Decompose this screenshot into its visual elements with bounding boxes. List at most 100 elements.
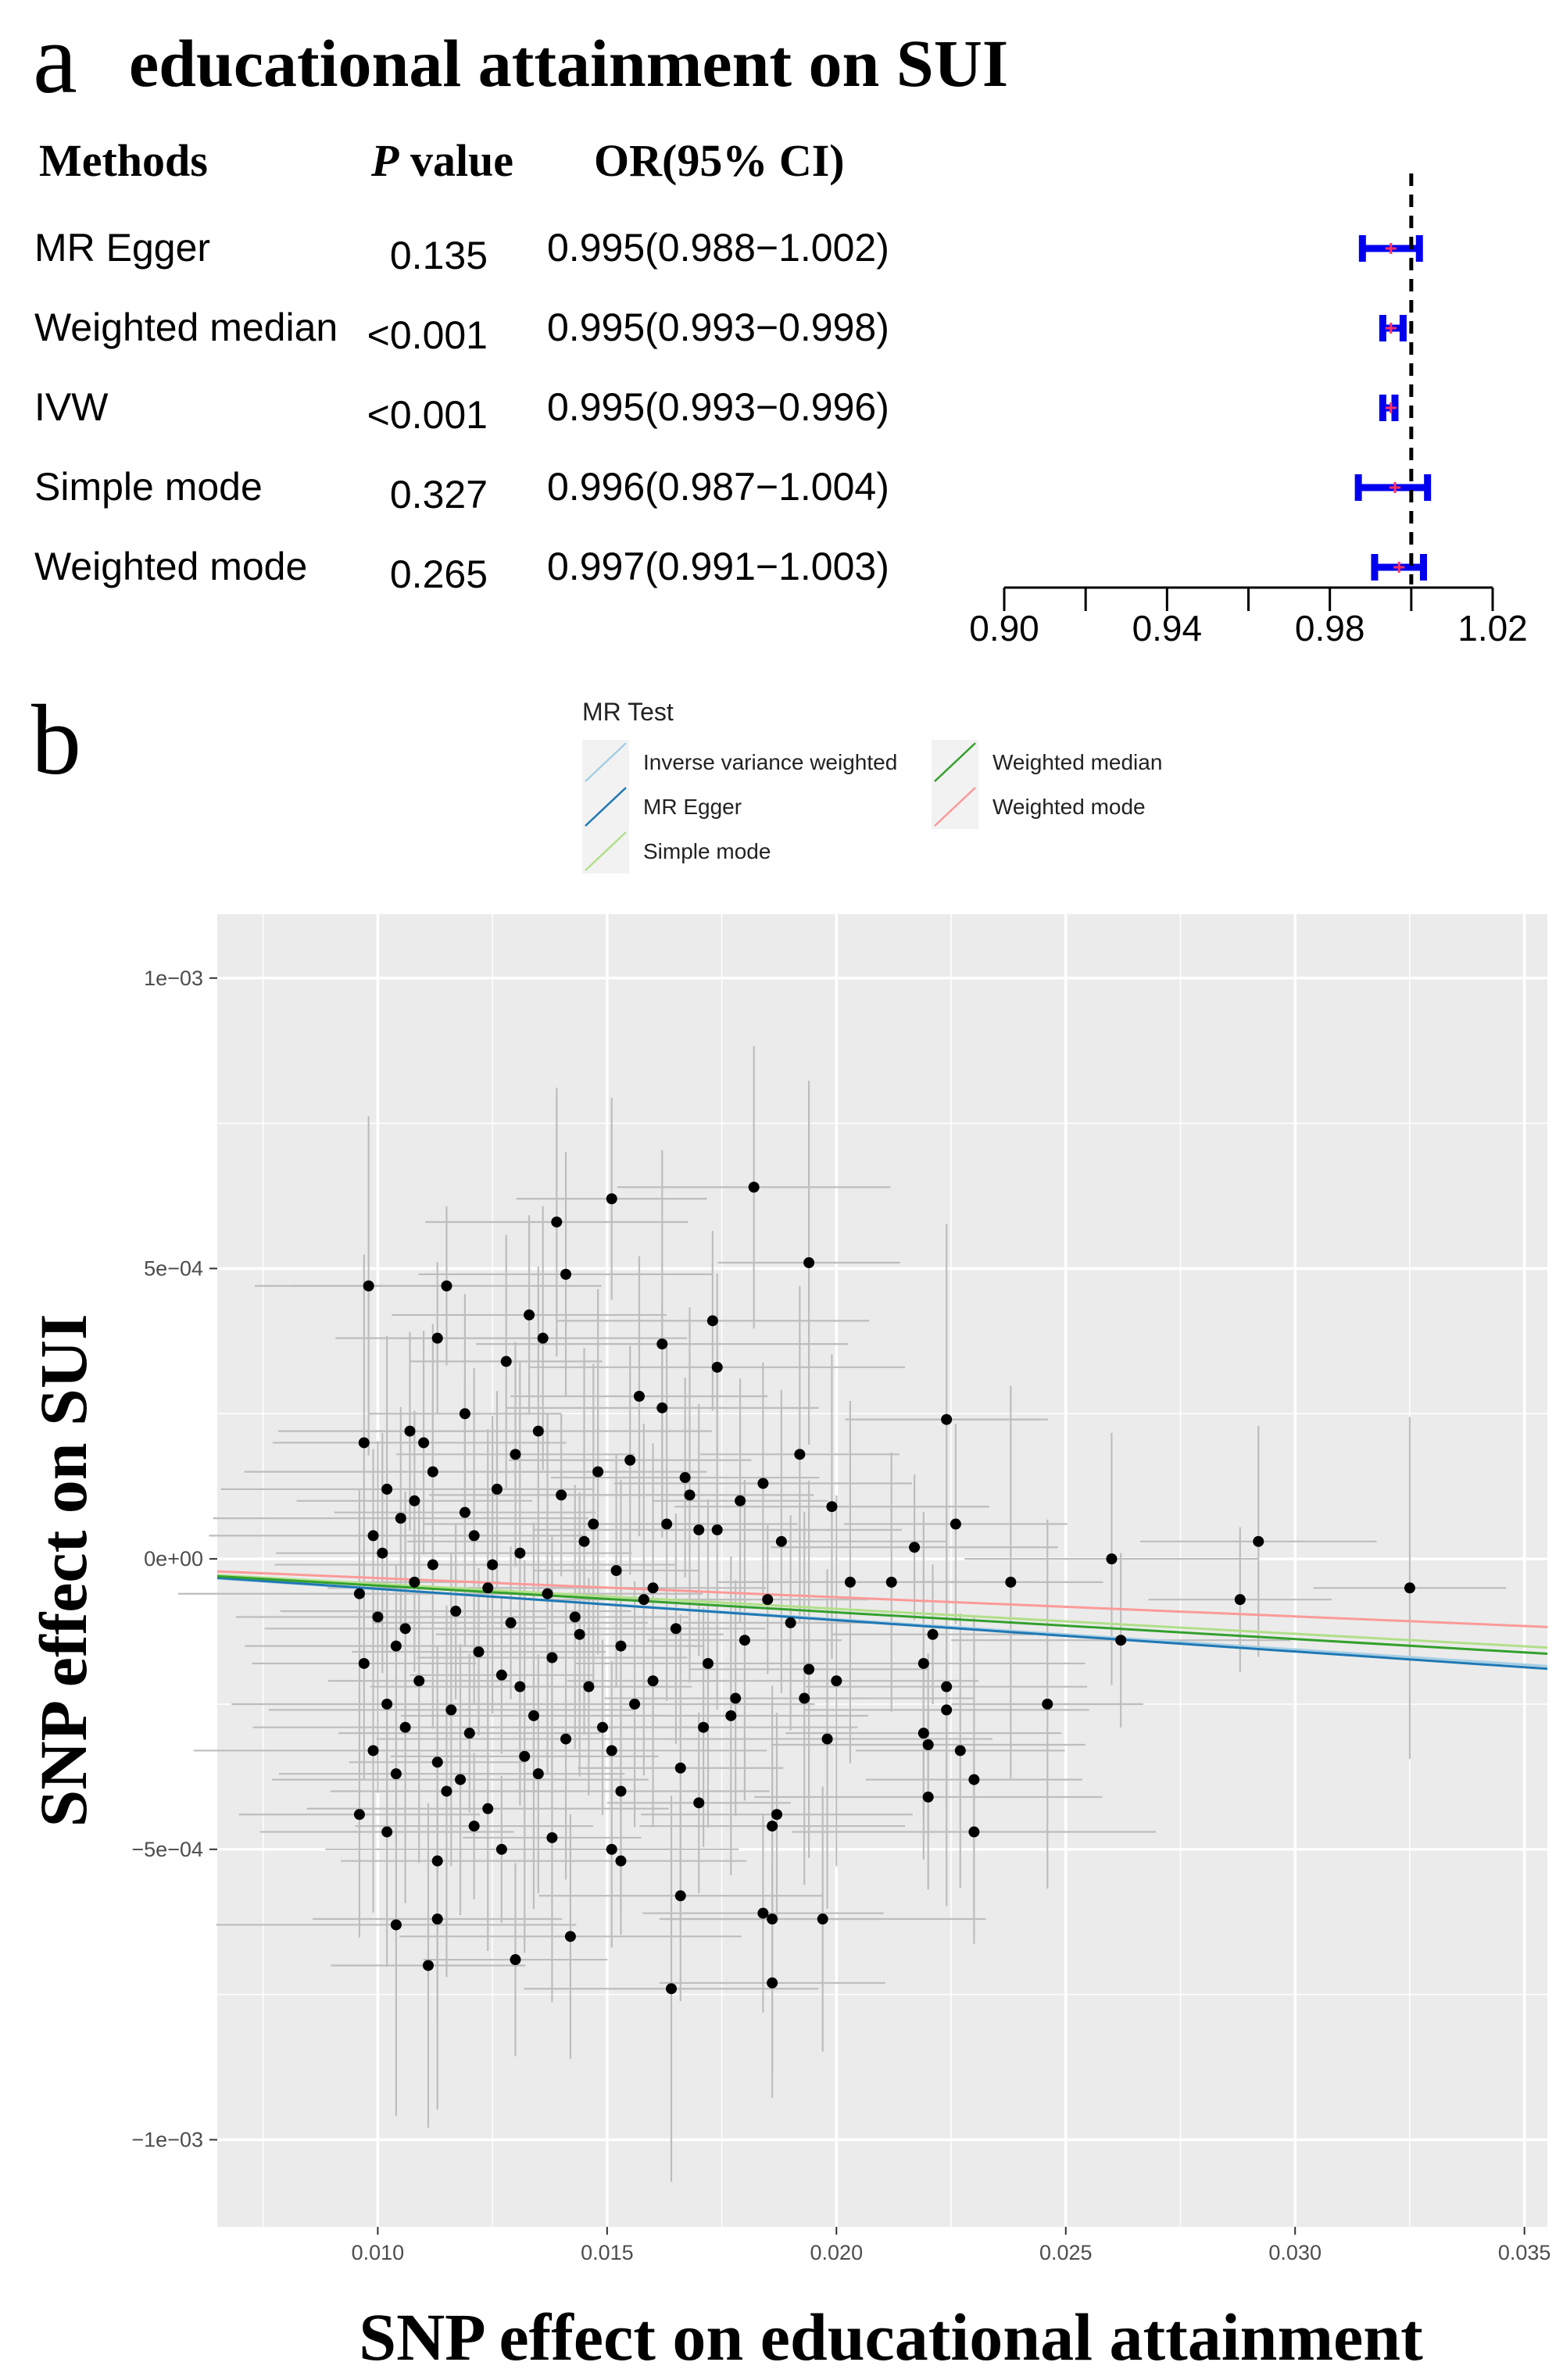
legend-title: MR Test: [582, 698, 674, 726]
x-tick-label: 0.030: [1268, 2241, 1322, 2264]
snp-point: [353, 1809, 365, 1821]
y-tick-label: 1e−03: [144, 967, 203, 990]
header-methods: Methods: [39, 135, 208, 186]
forest-rows: MR Egger 0.135 0.995(0.988−1.002) Weighted …: [34, 226, 889, 596]
snp-point: [757, 1478, 769, 1489]
row-p-value: 0.265: [390, 552, 488, 596]
row-method: Weighted median: [34, 306, 338, 349]
snp-point: [468, 1530, 480, 1542]
snp-point: [381, 1826, 393, 1838]
snp-point: [524, 1309, 535, 1320]
scatter-regression-lines: [216, 1570, 1548, 1671]
y-axis-title: SNP effect on SUI: [26, 1314, 101, 1828]
x-tick-label: 0.020: [810, 2241, 864, 2264]
snp-point: [803, 1663, 815, 1675]
snp-point: [885, 1576, 897, 1588]
forest-tick-label: 0.98: [1295, 608, 1365, 649]
snp-point: [954, 1745, 966, 1756]
row-or-ci: 0.995(0.993−0.998): [547, 306, 889, 349]
snp-point: [1234, 1594, 1246, 1606]
snp-point: [455, 1774, 467, 1785]
panel-b: b MR Test Inverse variance weighted MR Eg…: [26, 684, 1550, 2375]
snp-point: [505, 1617, 517, 1628]
legend-item-label: MR Egger: [643, 795, 742, 819]
snp-point: [767, 1977, 778, 1989]
header-p-italic: P: [370, 135, 399, 186]
x-tick-label: 0.015: [581, 2241, 634, 2264]
snp-point: [1115, 1635, 1127, 1646]
row-p-value: <0.001: [367, 313, 488, 357]
legend: MR Test Inverse variance weighted MR Egge…: [582, 698, 1162, 874]
snp-point: [615, 1785, 627, 1797]
snp-point: [399, 1623, 411, 1635]
snp-point: [431, 1756, 443, 1768]
snp-point: [656, 1338, 668, 1350]
snp-point: [826, 1501, 838, 1513]
snp-point: [821, 1733, 833, 1745]
snp-point: [1404, 1582, 1415, 1594]
snp-point: [532, 1768, 544, 1780]
snp-point: [372, 1611, 384, 1623]
snp-point: [427, 1466, 438, 1478]
plot-panel-background: [217, 914, 1547, 2227]
snp-point: [495, 1843, 507, 1855]
panel-a: a educational attainment on SUI Methods …: [33, 3, 1528, 649]
x-axis-title: SNP effect on educational attainment: [359, 2300, 1423, 2375]
x-tick-label: 0.035: [1498, 2241, 1551, 2264]
snp-point: [606, 1745, 617, 1756]
snp-point: [560, 1268, 572, 1280]
legend-item-label: Weighted mode: [993, 795, 1146, 819]
forest-tick-label: 1.02: [1457, 608, 1528, 649]
snp-point: [427, 1559, 438, 1571]
snp-point: [390, 1919, 402, 1931]
snp-point: [674, 1890, 686, 1902]
snp-point: [560, 1733, 572, 1745]
snp-point: [735, 1495, 746, 1506]
row-or-ci: 0.995(0.993−0.996): [547, 385, 889, 429]
snp-point: [711, 1361, 723, 1373]
snp-point: [647, 1675, 659, 1687]
snp-point: [748, 1181, 760, 1193]
snp-point: [1042, 1698, 1053, 1710]
snp-point: [757, 1907, 769, 1919]
legend-key-line: [585, 831, 627, 871]
snp-point: [1106, 1553, 1118, 1565]
snp-point: [615, 1640, 627, 1652]
snp-point: [941, 1704, 953, 1716]
row-method: Simple mode: [34, 465, 263, 509]
snp-point: [473, 1646, 485, 1658]
legend-item-label: Weighted median: [993, 750, 1162, 774]
snp-point: [775, 1535, 787, 1547]
legend-key-line: [585, 742, 627, 782]
snp-point: [767, 1821, 778, 1832]
snp-point: [596, 1721, 608, 1733]
snp-point: [482, 1803, 494, 1814]
snp-point: [450, 1606, 462, 1617]
row-p-value: 0.135: [390, 234, 488, 277]
forest-plot: 0.90 0.94 0.98 1.02: [969, 173, 1528, 649]
regression-line: [216, 1576, 1548, 1671]
snp-point: [546, 1831, 558, 1843]
snp-point: [730, 1692, 742, 1704]
snp-point: [358, 1437, 370, 1449]
snp-point: [482, 1582, 494, 1594]
snp-point: [353, 1588, 365, 1599]
snp-point: [771, 1809, 783, 1821]
snp-point: [418, 1437, 430, 1449]
snp-point: [463, 1728, 475, 1739]
snp-point: [762, 1594, 774, 1606]
y-tick-label: 5e−04: [144, 1256, 203, 1280]
snp-point: [968, 1774, 980, 1785]
snp-point: [495, 1669, 507, 1681]
snp-point: [922, 1791, 934, 1803]
snp-point: [767, 1914, 778, 1925]
row-or-ci: 0.997(0.991−1.003): [547, 545, 889, 588]
snp-point: [633, 1390, 645, 1402]
snp-point: [1253, 1535, 1264, 1547]
snp-point: [569, 1611, 581, 1623]
snp-point: [514, 1547, 526, 1559]
snp-point: [532, 1425, 544, 1437]
y-tick-label: −1e−03: [131, 2128, 203, 2151]
snp-point: [500, 1356, 512, 1367]
snp-point: [670, 1623, 681, 1635]
